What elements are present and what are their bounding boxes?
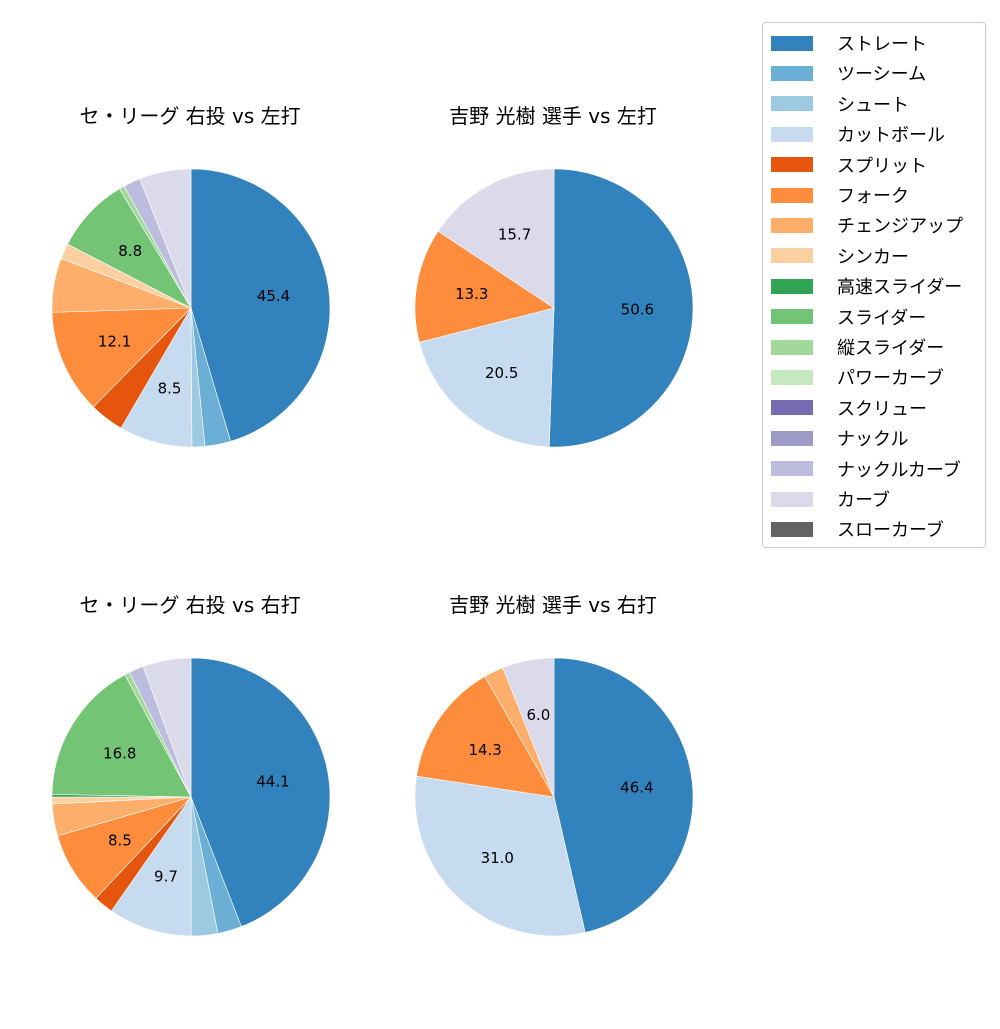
legend-item: シュート (771, 92, 909, 116)
pie-slice (139, 168, 192, 309)
legend-label: ナックルカーブ (837, 459, 961, 481)
slice-value-label: 9.7 (154, 868, 178, 886)
chart-title: セ・リーグ 右投 vs 右打 (79, 593, 301, 617)
legend-label: スライダー (837, 307, 927, 329)
pie-slice (51, 307, 192, 408)
slice-value-label: 8.5 (158, 380, 182, 398)
pie-chart: 44.1 9.7 8.5 16.8 (51, 657, 331, 937)
legend-swatch (771, 521, 813, 537)
slice-value-label: 46.4 (620, 779, 653, 797)
legend-item: スクリュー (771, 396, 927, 420)
legend-label: カットボール (837, 125, 945, 147)
pie-panel-player-vs-right: 吉野 光樹 選手 vs 右打 46.4 31.0 14.3 6.0 (373, 589, 733, 1029)
legend-swatch (771, 126, 813, 142)
slice-value-label: 8.8 (118, 242, 142, 260)
legend: ストレートツーシームシュートカットボール スプリットフォークチェンジアップ シンカー… (762, 22, 986, 548)
legend-item: 高速スライダー (771, 274, 962, 298)
legend-swatch (771, 400, 813, 416)
legend-item: シンカー (771, 244, 909, 268)
legend-swatch (771, 309, 813, 325)
legend-item: パワーカーブ (771, 365, 944, 389)
slice-value-label: 8.5 (108, 832, 132, 850)
pie-slice (190, 168, 331, 442)
legend-label: ストレート (837, 34, 927, 55)
legend-label: 縦スライダー (837, 338, 945, 359)
pie-slice (414, 230, 555, 343)
slice-value-label: 15.7 (498, 226, 531, 244)
pie-slice (416, 676, 555, 798)
legend-item: 縦スライダー (771, 335, 944, 359)
legend-label: スローカーブ (837, 520, 944, 542)
legend-swatch (771, 430, 813, 446)
pie-slice (414, 775, 586, 937)
legend-swatch (771, 461, 813, 477)
pie-slice (548, 168, 694, 448)
pie-slice (190, 657, 331, 927)
pie-panel-league-vs-right: セ・リーグ 右投 vs 右打 44.1 9.7 8.5 16.8 (10, 589, 370, 1029)
legend-label: スプリット (837, 155, 927, 177)
slice-value-label: 45.4 (257, 287, 290, 305)
slice-value-label: 20.5 (485, 364, 518, 382)
pie-slice (418, 307, 555, 448)
legend-item: フォーク (771, 183, 909, 207)
legend-label: シュート (837, 94, 909, 116)
legend-label: パワーカーブ (837, 368, 944, 390)
legend-label: フォーク (837, 186, 909, 207)
pie-slice (51, 674, 192, 798)
slice-value-label: 16.8 (103, 745, 136, 763)
legend-swatch (771, 278, 813, 294)
slice-value-label: 6.0 (526, 706, 550, 724)
legend-label: ツーシーム (837, 64, 927, 86)
pie-slice (502, 657, 555, 798)
legend-item: ストレート (771, 31, 927, 55)
chart-title: 吉野 光樹 選手 vs 左打 (449, 104, 657, 128)
legend-swatch (771, 157, 813, 173)
slice-value-label: 31.0 (481, 849, 514, 867)
slice-value-label: 14.3 (468, 741, 501, 759)
legend-item: チェンジアップ (771, 213, 963, 237)
legend-swatch (771, 96, 813, 112)
legend-label: シンカー (837, 246, 909, 268)
pie-slice (142, 657, 192, 798)
pie-chart: 45.4 8.5 12.1 8.8 (51, 168, 331, 448)
legend-swatch (771, 35, 813, 51)
legend-label: スクリュー (837, 398, 927, 420)
legend-swatch (771, 248, 813, 264)
pie-panel-league-vs-left: セ・リーグ 右投 vs 左打 45.4 8.5 12.1 8.8 (10, 100, 370, 540)
pie-slice (437, 168, 555, 309)
legend-label: 高速スライダー (837, 277, 963, 299)
legend-item: ツーシーム (771, 61, 926, 85)
legend-swatch (771, 217, 813, 233)
pie-slice (111, 796, 192, 937)
legend-item: スローカーブ (771, 517, 944, 541)
legend-swatch (771, 65, 813, 81)
slice-value-label: 44.1 (256, 773, 289, 791)
pie-panel-player-vs-left: 吉野 光樹 選手 vs 左打 50.6 20.5 13.3 15.7 (373, 100, 733, 540)
legend-swatch (771, 339, 813, 355)
slice-value-label: 12.1 (98, 332, 131, 350)
legend-label: カーブ (837, 490, 890, 511)
legend-label: ナックル (837, 429, 909, 451)
slice-value-label: 50.6 (621, 300, 654, 318)
slice-value-label: 13.3 (455, 285, 488, 303)
legend-swatch (771, 369, 813, 385)
legend-item: スプリット (771, 153, 927, 177)
pie-slice (553, 657, 694, 933)
legend-item: スライダー (771, 305, 926, 329)
chart-title: 吉野 光樹 選手 vs 右打 (449, 593, 657, 617)
legend-item: ナックルカーブ (771, 457, 961, 481)
legend-swatch (771, 187, 813, 203)
pie-chart: 50.6 20.5 13.3 15.7 (414, 168, 694, 448)
legend-label: チェンジアップ (837, 216, 963, 238)
pie-chart: 46.4 31.0 14.3 6.0 (414, 657, 694, 937)
legend-item: カーブ (771, 487, 890, 511)
legend-item: カットボール (771, 122, 945, 146)
legend-item: ナックル (771, 426, 908, 450)
legend-swatch (771, 491, 813, 507)
chart-title: セ・リーグ 右投 vs 左打 (79, 104, 301, 128)
